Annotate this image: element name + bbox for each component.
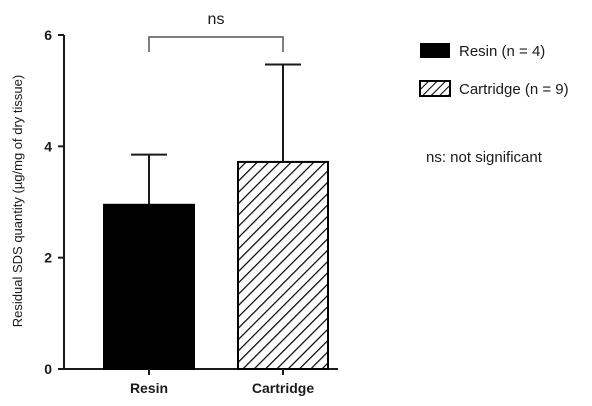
category-label-resin: Resin [130, 380, 168, 396]
significance-bracket [148, 36, 284, 52]
y-tick-label-2: 2 [44, 250, 52, 266]
bar-resin [103, 203, 195, 370]
legend: Resin (n = 4) Cartridge (n = 9) [419, 43, 569, 98]
annotation-ns-note: ns: not significant [426, 149, 543, 166]
y-tick-label-4: 4 [44, 138, 52, 154]
y-tick-label-0: 0 [44, 361, 52, 377]
y-axis-label: Residual SDS quantity (µg/mg of dry tiss… [10, 75, 25, 327]
plot-area: 0 2 4 6 Resin Cartridge ns [44, 11, 338, 396]
legend-label-resin: Resin (n = 4) [459, 43, 545, 60]
legend-label-cartridge: Cartridge (n = 9) [459, 81, 569, 98]
category-label-cartridge: Cartridge [252, 380, 314, 396]
bar-cartridge [237, 160, 329, 370]
y-tick-label-6: 6 [44, 27, 52, 43]
legend-swatch-resin [420, 43, 450, 58]
legend-swatch-cartridge [419, 80, 451, 97]
significance-label: ns [208, 11, 225, 28]
